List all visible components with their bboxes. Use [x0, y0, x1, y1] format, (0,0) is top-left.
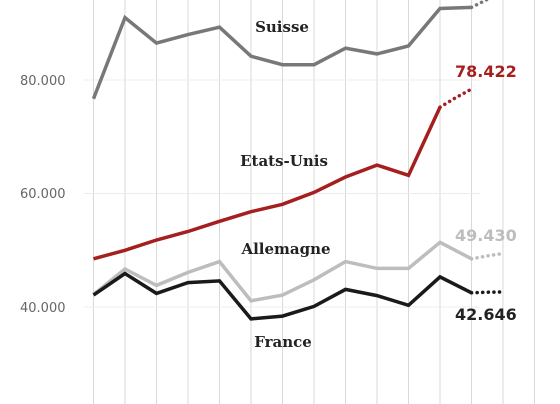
y-tick-label-40000: 40.000: [20, 301, 66, 316]
series-label-france: France: [254, 333, 312, 351]
end-label-etats-unis: 78.422: [455, 62, 517, 81]
series-line-etats-unis: [93, 106, 442, 261]
series-line-allemagne: [92, 240, 473, 303]
series-line-france: [92, 271, 473, 321]
series-line-suisse: [91, 5, 472, 100]
end-label-allemagne: 49.430: [455, 226, 517, 245]
gridlines: [84, 0, 535, 404]
series-lines: [91, 0, 505, 321]
series-label-allemagne: Allemagne: [240, 240, 330, 258]
series-projection-allemagne: [469, 251, 505, 261]
series-label-suisse: Suisse: [255, 18, 309, 36]
series-projection-etats-unis: [438, 87, 474, 109]
end-label-france: 42.646: [455, 305, 517, 324]
series-label-etats-unis: Etats-Unis: [240, 152, 328, 170]
y-axis-ticks: 40.000 60.000 80.000: [20, 74, 66, 316]
y-tick-label-80000: 80.000: [20, 74, 66, 89]
series-projection-suisse: [469, 0, 491, 10]
series-projection-france: [469, 290, 505, 295]
series-labels: Suisse Etats-Unis Allemagne France 78.42…: [240, 18, 517, 351]
y-tick-label-60000: 60.000: [20, 187, 66, 202]
